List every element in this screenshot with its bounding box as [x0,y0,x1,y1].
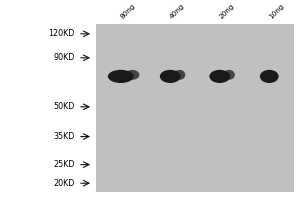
Ellipse shape [125,70,140,80]
Ellipse shape [209,70,230,83]
Text: 80ng: 80ng [119,3,136,20]
Ellipse shape [108,70,134,83]
Text: 90KD: 90KD [54,53,75,62]
Text: 10ng: 10ng [268,3,285,20]
Ellipse shape [260,70,279,83]
Ellipse shape [174,70,185,80]
Text: 40ng: 40ng [169,3,186,20]
Text: 25KD: 25KD [53,160,75,169]
Text: 35KD: 35KD [54,132,75,141]
Text: 120KD: 120KD [49,29,75,38]
Text: 50KD: 50KD [54,102,75,111]
Ellipse shape [160,70,181,83]
Text: 20ng: 20ng [218,3,236,20]
Ellipse shape [224,70,235,80]
Bar [96,24,294,192]
Text: 20KD: 20KD [54,179,75,188]
